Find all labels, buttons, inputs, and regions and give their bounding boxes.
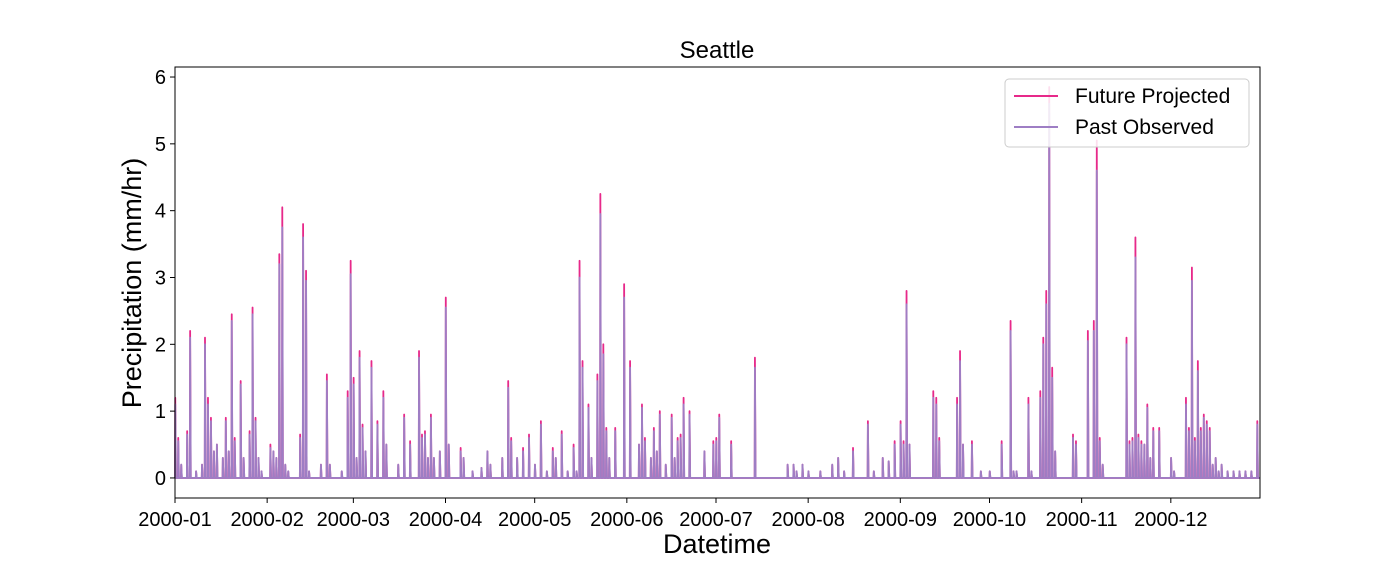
y-tick-label: 5 <box>155 134 166 156</box>
x-tick-label: 2000-10 <box>953 509 1026 531</box>
series-line-past-observed <box>174 102 1260 479</box>
x-tick-label: 2000-11 <box>1046 509 1118 531</box>
x-tick-label: 2000-01 <box>138 509 211 531</box>
legend: Future Projected Past Observed <box>1004 78 1250 148</box>
x-tick-label: 2000-03 <box>317 509 390 531</box>
y-axis: 0 1 2 3 4 5 6 <box>155 67 175 490</box>
x-tick-label: 2000-05 <box>498 509 571 531</box>
x-tick-label: 2000-02 <box>230 509 303 531</box>
x-tick-label: 2000-12 <box>1134 509 1207 531</box>
y-tick-label: 3 <box>155 267 166 289</box>
legend-label-past-observed: Past Observed <box>1075 116 1214 139</box>
x-tick-label: 2000-07 <box>679 509 752 531</box>
y-tick-label: 0 <box>155 468 166 490</box>
x-axis-label: Datetime <box>663 529 771 559</box>
x-axis: 2000-01 2000-02 2000-03 2000-04 2000-05 2000-… <box>138 498 1208 531</box>
y-axis-label: Precipitation (mm/hr) <box>117 158 147 409</box>
x-tick-label: 2000-06 <box>590 509 663 531</box>
x-tick-label: 2000-09 <box>864 509 937 531</box>
legend-label-future-projected: Future Projected <box>1075 85 1230 108</box>
y-tick-label: 2 <box>155 334 166 356</box>
y-tick-label: 6 <box>155 67 166 89</box>
y-tick-label: 1 <box>155 401 166 423</box>
series-layer <box>174 86 1260 479</box>
chart-title: Seattle <box>680 37 755 64</box>
x-tick-label: 2000-04 <box>409 509 482 531</box>
y-tick-label: 4 <box>155 201 166 223</box>
legend-box <box>1004 78 1250 148</box>
x-tick-label: 2000-08 <box>771 509 844 531</box>
plot-frame <box>174 66 1261 499</box>
